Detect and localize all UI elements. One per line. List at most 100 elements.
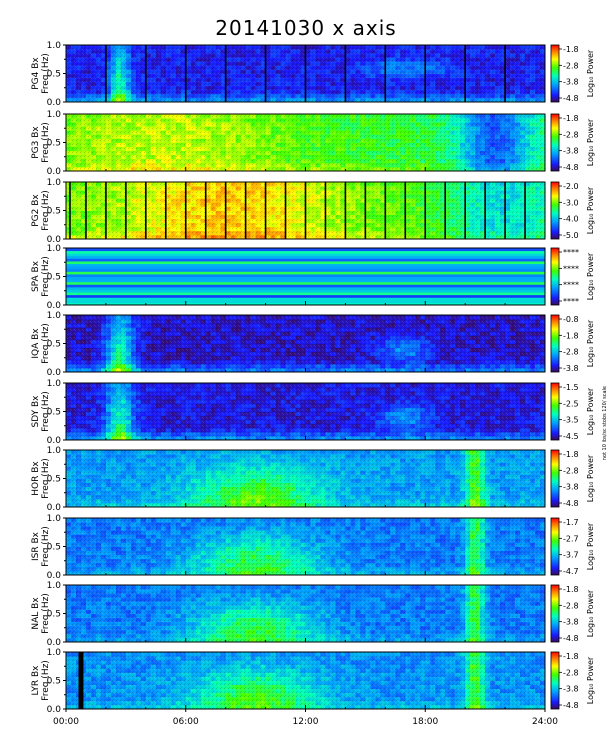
- data-gap: [184, 182, 187, 239]
- colorbar-scale: [550, 181, 560, 240]
- spectrogram-cell: [66, 253, 545, 257]
- y-tick-label: 0.5: [47, 273, 61, 283]
- colorbar-tick-label: ****: [563, 248, 579, 257]
- colorbar-tick-label: ****: [563, 264, 579, 273]
- spectrogram-cell: [66, 268, 545, 272]
- data-gap: [264, 45, 267, 102]
- spectrogram-cell: [66, 281, 545, 285]
- spectrogram-cell: [66, 289, 545, 293]
- data-gap: [224, 182, 227, 239]
- colorbar-tick-label: -5.0: [563, 231, 579, 240]
- spectrogram-cell: [66, 271, 545, 275]
- data-gap: [424, 45, 427, 102]
- spectrogram-cell: [66, 294, 545, 298]
- colorbar-label: Log₁₀ Power: [586, 49, 595, 97]
- station-label: PG4 Bx: [31, 57, 41, 90]
- data-gap: [105, 45, 107, 102]
- chart-title: 20141030 x axis: [215, 16, 397, 40]
- data-gap: [504, 182, 506, 239]
- y-tick-label: 1.0: [47, 178, 62, 188]
- colorbar-tick-label: -1.8: [563, 114, 579, 123]
- station-label: PG3 Bx: [31, 126, 41, 159]
- colorbar-tick-label: -3.0: [563, 198, 579, 207]
- colorbar-tick-label: -4.0: [563, 215, 579, 224]
- y-tick-label: 0.0: [47, 235, 62, 245]
- colorbar-scale: [550, 44, 560, 103]
- panel-pg2: 0.0 0.5 1.0 PG2 Bx Freq (Hz) -2.0 -3.0 -4.0 -5.0…: [31, 178, 595, 245]
- y-tick-label: 1.0: [47, 244, 62, 254]
- colorbar-tick-label: -4.8: [563, 94, 579, 103]
- colorbar-label: Log₁₀ Power: [586, 118, 595, 166]
- data-gap: [304, 45, 307, 102]
- spectrogram-cell: [66, 248, 545, 252]
- colorbar-scale: [550, 247, 560, 306]
- data-gap: [364, 182, 367, 239]
- data-gap: [284, 182, 287, 239]
- station-label: SPA Bx: [31, 260, 41, 292]
- colorbar: -2.0 -3.0 -4.0 -5.0 Log₁₀ Power: [550, 181, 595, 240]
- data-gap: [184, 45, 187, 102]
- colorbar-label: Log₁₀ Power: [586, 186, 595, 234]
- data-gap: [145, 45, 147, 102]
- colorbar-scale: [550, 113, 560, 172]
- freq-label: Freq (Hz): [41, 122, 51, 163]
- y-tick-label: 0.5: [47, 139, 61, 149]
- spectrogram-cell: [66, 255, 545, 259]
- data-gap: [145, 182, 147, 239]
- data-gap: [304, 182, 307, 239]
- station-label: PG2 Bx: [31, 194, 41, 227]
- colorbar-label: Log₁₀ Power: [586, 252, 595, 300]
- data-gap: [105, 182, 107, 239]
- spectrogram-cell: [66, 266, 545, 270]
- colorbar-tick-label: -2.8: [563, 130, 579, 139]
- noise-texture: [66, 114, 545, 171]
- data-gap: [384, 45, 387, 102]
- data-gap: [69, 182, 71, 239]
- colorbar-tick-label: -1.8: [563, 45, 579, 54]
- spectrogram-cell: [66, 286, 545, 290]
- spectrogram-cell: [66, 260, 545, 265]
- data-gap: [204, 182, 207, 239]
- data-gap: [264, 182, 267, 239]
- colorbar-tick-label: ****: [563, 297, 579, 306]
- spectrogram-cells: [66, 248, 545, 306]
- spectrogram-cell: [66, 284, 545, 288]
- spectrogram-cell: [66, 279, 545, 283]
- spectrogram-cell: [66, 263, 545, 267]
- data-gap: [224, 45, 227, 102]
- colorbar-tick-label: -2.0: [563, 182, 579, 191]
- freq-label: Freq (Hz): [41, 190, 51, 231]
- data-gap: [464, 182, 466, 239]
- spectrogram-cell: [66, 292, 545, 296]
- y-tick-label: 1.0: [47, 110, 62, 120]
- colorbar-tick-label: -2.8: [563, 61, 579, 70]
- y-tick-label: 0.0: [47, 301, 62, 311]
- freq-label: Freq (Hz): [41, 53, 51, 94]
- y-tick-label: 0.5: [47, 207, 61, 217]
- colorbar-tick-label: -3.8: [563, 147, 579, 156]
- data-gap: [344, 45, 347, 102]
- data-gap: [85, 182, 87, 239]
- data-gap: [324, 182, 327, 239]
- spectrogram-cell: [66, 297, 545, 301]
- data-gap: [484, 182, 486, 239]
- data-gap: [344, 182, 347, 239]
- data-gap: [504, 45, 506, 102]
- data-gap: [164, 182, 167, 239]
- spectrogram-cell: [66, 250, 545, 254]
- freq-label: Freq (Hz): [41, 256, 51, 297]
- colorbar: -1.8 -2.8 -3.8 -4.8 Log₁₀ Power: [550, 113, 595, 172]
- data-gap: [524, 182, 526, 239]
- colorbar-tick-label: ****: [563, 281, 579, 290]
- data-gap: [125, 182, 127, 239]
- colorbar-tick-label: -4.8: [563, 163, 579, 172]
- y-tick-label: 0.5: [47, 70, 61, 80]
- spectrogram-cell: [66, 276, 545, 280]
- colorbar: **** **** **** **** Log₁₀ Power: [550, 247, 595, 306]
